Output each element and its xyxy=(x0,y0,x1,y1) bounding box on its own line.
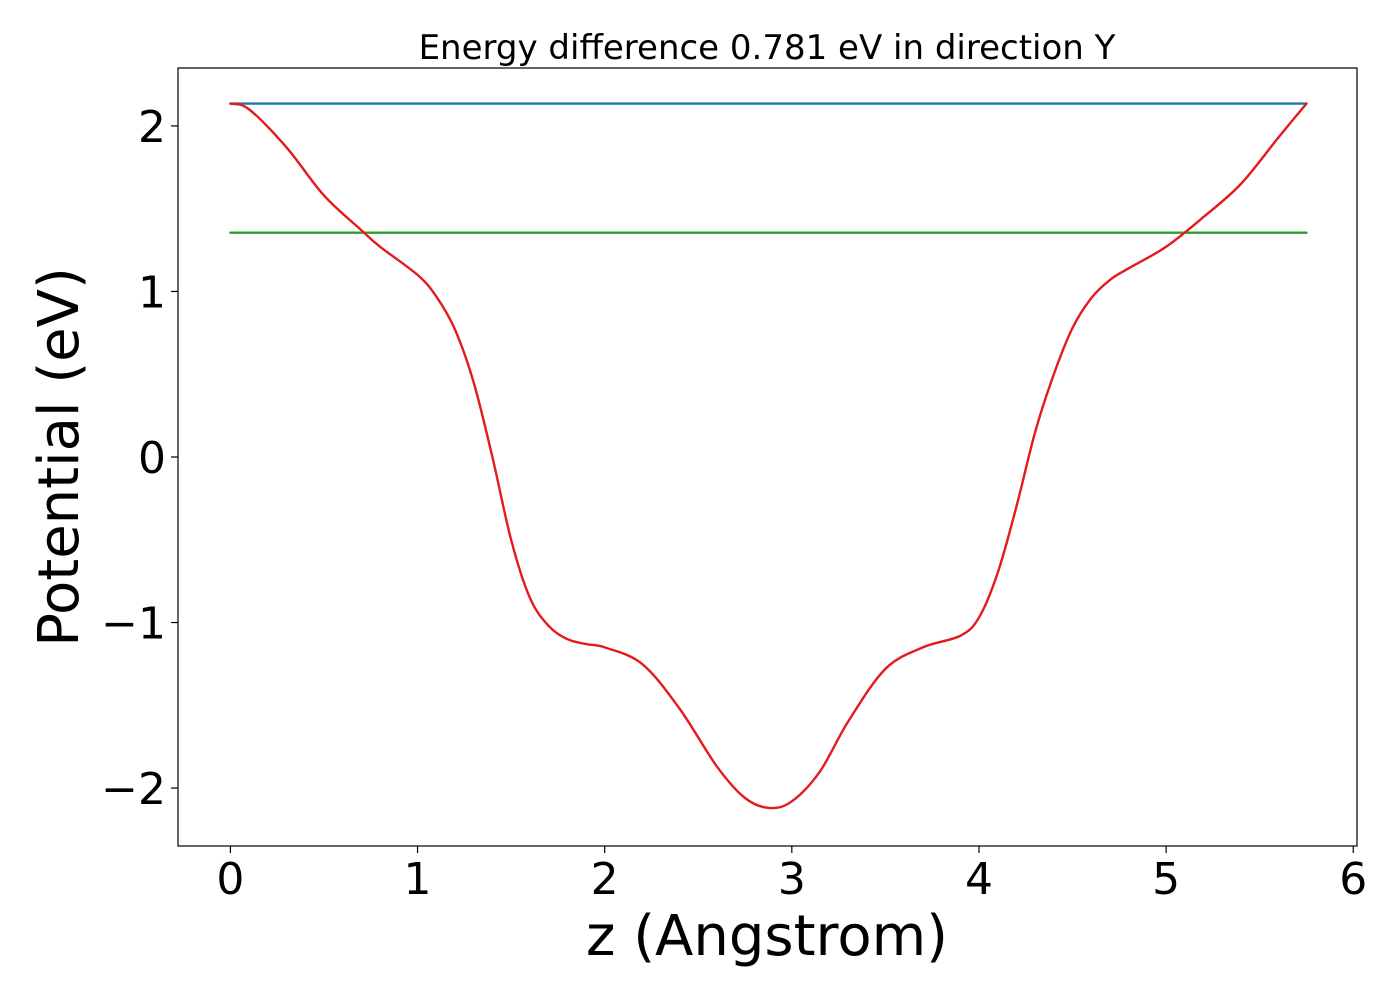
x-tick-label: 2 xyxy=(591,854,619,905)
x-axis-label: z (Angstrom) xyxy=(586,904,948,969)
x-tick-label: 1 xyxy=(404,854,432,905)
x-tick-label: 4 xyxy=(965,854,993,905)
y-axis-ticks: −2 −1 0 1 2 xyxy=(101,102,178,815)
x-tick-label: 6 xyxy=(1339,854,1367,905)
x-tick-label: 0 xyxy=(216,854,244,905)
chart-title: Energy difference 0.781 eV in direction … xyxy=(419,28,1116,68)
series-line-2 xyxy=(229,102,1308,810)
x-tick-label: 5 xyxy=(1152,854,1180,905)
y-tick-label: −2 xyxy=(101,764,166,815)
y-tick-label: 0 xyxy=(138,433,166,484)
x-axis-ticks: 0 1 2 3 4 5 6 xyxy=(216,846,1367,905)
series-layer xyxy=(229,102,1308,810)
y-tick-label: 1 xyxy=(138,267,166,318)
plot-area: 0 1 2 3 4 5 6 −2 −1 0 1 2 xyxy=(101,67,1367,905)
x-tick-label: 3 xyxy=(778,854,806,905)
y-tick-label: 2 xyxy=(138,102,166,153)
y-axis-label: Potential (eV) xyxy=(27,267,92,647)
y-tick-label: −1 xyxy=(101,599,166,650)
